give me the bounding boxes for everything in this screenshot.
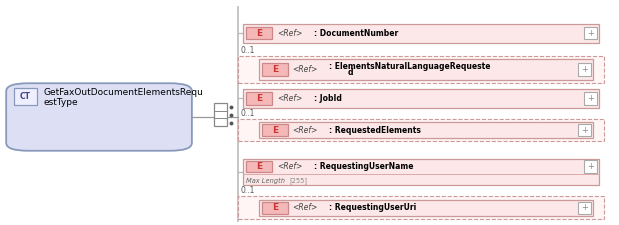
Text: : ElementsNaturalLanguageRequeste: : ElementsNaturalLanguageRequeste bbox=[329, 62, 491, 71]
Text: GetFaxOutDocumentElementsRequ
estType: GetFaxOutDocumentElementsRequ estType bbox=[43, 88, 203, 107]
Text: <Ref>: <Ref> bbox=[277, 29, 302, 38]
Text: E: E bbox=[272, 126, 278, 135]
Text: <Ref>: <Ref> bbox=[292, 203, 318, 212]
Text: <Ref>: <Ref> bbox=[277, 162, 302, 171]
Text: E: E bbox=[272, 65, 278, 74]
FancyBboxPatch shape bbox=[578, 124, 591, 136]
Text: +: + bbox=[581, 203, 588, 212]
FancyBboxPatch shape bbox=[238, 56, 604, 83]
Text: E: E bbox=[256, 94, 262, 103]
FancyBboxPatch shape bbox=[243, 159, 599, 184]
Text: +: + bbox=[581, 126, 588, 135]
FancyBboxPatch shape bbox=[578, 202, 591, 214]
FancyBboxPatch shape bbox=[262, 124, 288, 136]
Text: <Ref>: <Ref> bbox=[292, 126, 318, 135]
Text: E: E bbox=[256, 29, 262, 38]
FancyBboxPatch shape bbox=[578, 63, 591, 76]
FancyBboxPatch shape bbox=[262, 202, 288, 214]
FancyBboxPatch shape bbox=[243, 24, 599, 43]
FancyBboxPatch shape bbox=[246, 161, 272, 172]
Text: E: E bbox=[256, 162, 262, 171]
Text: CT: CT bbox=[20, 92, 31, 101]
FancyBboxPatch shape bbox=[259, 122, 593, 138]
Text: <Ref>: <Ref> bbox=[277, 94, 302, 103]
FancyBboxPatch shape bbox=[246, 92, 272, 105]
Text: 0..1: 0..1 bbox=[240, 109, 254, 118]
FancyBboxPatch shape bbox=[238, 119, 604, 141]
FancyBboxPatch shape bbox=[238, 196, 604, 219]
Text: : RequestingUserName: : RequestingUserName bbox=[314, 162, 413, 171]
FancyBboxPatch shape bbox=[246, 27, 272, 39]
Text: 0..1: 0..1 bbox=[240, 46, 254, 55]
Text: : RequestedElements: : RequestedElements bbox=[329, 126, 421, 135]
Text: Max Length: Max Length bbox=[246, 178, 285, 184]
FancyBboxPatch shape bbox=[262, 63, 288, 76]
Text: d: d bbox=[348, 68, 353, 77]
Text: +: + bbox=[587, 162, 594, 171]
Text: : DocumentNumber: : DocumentNumber bbox=[314, 29, 398, 38]
FancyBboxPatch shape bbox=[584, 92, 597, 105]
Text: E: E bbox=[272, 203, 278, 212]
FancyBboxPatch shape bbox=[259, 200, 593, 216]
FancyBboxPatch shape bbox=[214, 104, 227, 126]
Text: <Ref>: <Ref> bbox=[292, 65, 318, 74]
FancyBboxPatch shape bbox=[14, 88, 37, 105]
FancyBboxPatch shape bbox=[243, 89, 599, 108]
Text: +: + bbox=[587, 94, 594, 103]
Text: 0..1: 0..1 bbox=[240, 186, 254, 195]
Text: [255]: [255] bbox=[290, 178, 308, 184]
FancyBboxPatch shape bbox=[584, 160, 597, 173]
Text: : JobId: : JobId bbox=[314, 94, 342, 103]
Text: : RequestingUserUri: : RequestingUserUri bbox=[329, 203, 417, 212]
FancyBboxPatch shape bbox=[6, 83, 192, 151]
FancyBboxPatch shape bbox=[259, 59, 593, 80]
Text: +: + bbox=[587, 29, 594, 38]
Text: +: + bbox=[581, 65, 588, 74]
FancyBboxPatch shape bbox=[584, 27, 597, 39]
